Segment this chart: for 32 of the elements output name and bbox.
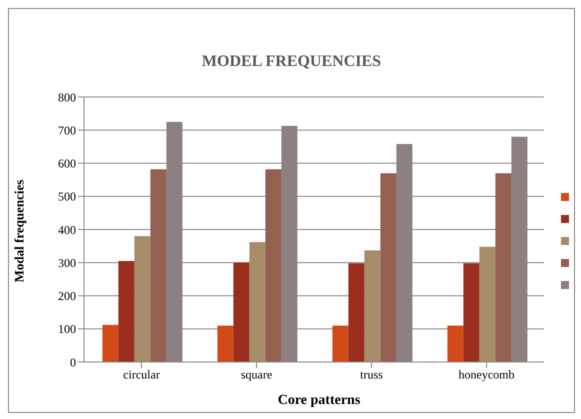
x-tick-label: circular bbox=[123, 368, 160, 382]
bar bbox=[495, 173, 512, 362]
y-tick-label: 500 bbox=[58, 190, 76, 204]
bar bbox=[217, 326, 234, 362]
bar bbox=[150, 169, 166, 362]
x-tick-label: honeycomb bbox=[458, 368, 514, 382]
x-tick-label: square bbox=[240, 368, 272, 382]
bar bbox=[380, 173, 396, 362]
x-tick-label: truss bbox=[360, 368, 384, 382]
bar bbox=[447, 326, 464, 362]
chart-title: MODEL FREQUENCIES bbox=[200, 53, 382, 71]
bar bbox=[364, 250, 380, 362]
y-tick-label: 100 bbox=[58, 322, 76, 336]
bar bbox=[463, 263, 480, 362]
bar bbox=[233, 262, 250, 362]
bar bbox=[479, 246, 496, 362]
bar bbox=[265, 169, 282, 362]
y-tick-label: 400 bbox=[58, 222, 76, 237]
bar bbox=[249, 242, 266, 362]
bar bbox=[134, 236, 150, 362]
y-tick-label: 200 bbox=[58, 289, 76, 304]
bar bbox=[332, 326, 348, 362]
bar bbox=[102, 324, 118, 362]
y-tick-label: 300 bbox=[58, 256, 76, 270]
y-tick-label: 0 bbox=[70, 355, 76, 370]
y-axis-title: Modal frequencies bbox=[11, 180, 28, 282]
y-tick-label: 600 bbox=[58, 156, 76, 171]
y-tick-label: 700 bbox=[58, 123, 76, 138]
bar bbox=[118, 260, 134, 362]
x-axis-title: Core patterns bbox=[276, 393, 362, 409]
y-tick-label: 800 bbox=[58, 90, 76, 104]
bar bbox=[348, 263, 364, 362]
